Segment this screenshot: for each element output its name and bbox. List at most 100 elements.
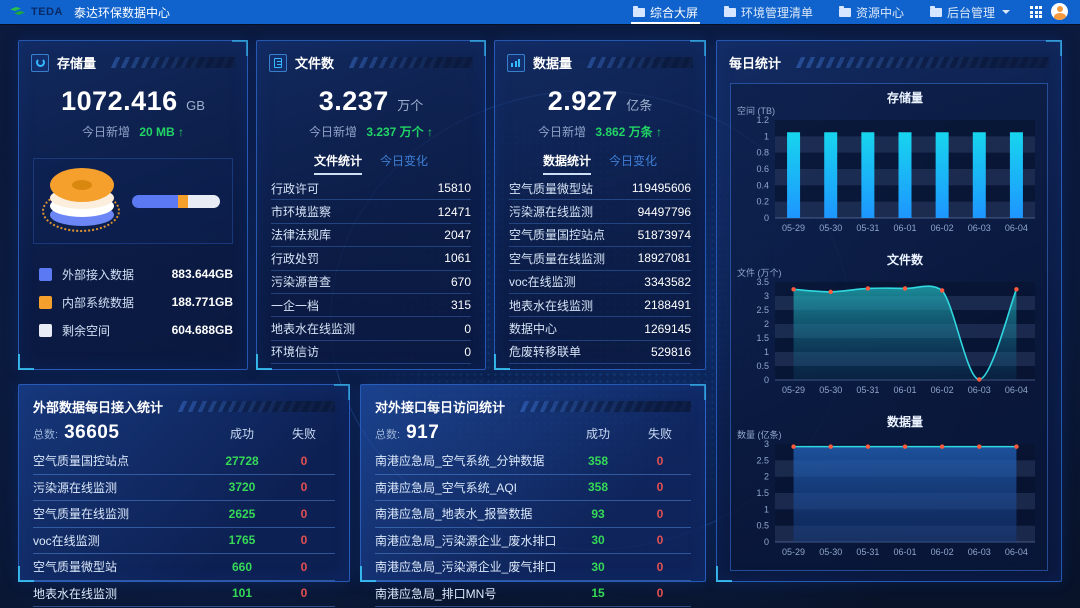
row-name: 数据中心 (509, 322, 558, 337)
nav-item-环境管理清单[interactable]: 环境管理清单 (723, 0, 813, 24)
svg-text:2: 2 (764, 472, 769, 482)
row-name: 空气质量微型站 (33, 560, 118, 575)
storage-card-title: 存储量 (57, 56, 97, 71)
svg-text:05-30: 05-30 (819, 385, 842, 395)
row-fail-value: 0 (300, 480, 308, 495)
row-value: 119495606 (631, 181, 691, 196)
svg-text:空间 (TB): 空间 (TB) (737, 105, 775, 116)
table-row: 数据中心 1269145 (509, 317, 691, 341)
title-stripes-decor (791, 57, 1049, 68)
storage-delta-label: 今日新增 (81, 125, 130, 139)
logo-text: TEDA (31, 6, 63, 18)
nav-item-资源中心[interactable]: 资源中心 (838, 0, 904, 24)
storage-card-header: 存储量 (19, 41, 247, 72)
svg-text:05-29: 05-29 (782, 223, 805, 233)
svg-text:06-03: 06-03 (968, 223, 991, 233)
svg-text:文件 (万个): 文件 (万个) (737, 267, 782, 278)
row-name: 空气质量国控站点 (33, 454, 130, 469)
svg-text:1.2: 1.2 (756, 115, 769, 125)
tab-今日变化[interactable]: 今日变化 (609, 154, 658, 168)
external-column-headers: 成功 失败 (211, 425, 335, 442)
daily-stats-panel: 每日统计 存储量 空间 (TB) 0 0.2 0.4 0.6 0.8 1 1.2 05-29 05-… (716, 40, 1062, 582)
storage-summary-card: 存储量 1072.416 GB 今日新增 20 MB ↑ 外部接入数据 883.6… (18, 40, 248, 370)
row-success-value: 3720 (228, 480, 256, 495)
row-fail-value: 0 (656, 506, 664, 521)
api-total-value: 917 (406, 422, 440, 443)
nav-item-label: 资源中心 (855, 5, 904, 20)
records-tabs: 数据统计 今日变化 (495, 152, 705, 175)
success-column-header: 成功 (229, 427, 254, 441)
table-row: 空气质量在线监测 2625 0 (33, 501, 335, 528)
user-avatar[interactable] (1051, 3, 1068, 20)
table-row: 空气质量在线监测 18927081 (509, 247, 691, 271)
row-name: 空气质量国控站点 (509, 228, 606, 243)
row-name: 环境信访 (271, 345, 320, 360)
up-arrow-icon: ↑ (656, 125, 663, 139)
tab-今日变化[interactable]: 今日变化 (380, 154, 429, 168)
success-column-header: 成功 (585, 427, 610, 441)
row-name: 南港应急局_地表水_报警数据 (375, 507, 533, 522)
records-stat-table: 空气质量微型站 119495606 污染源在线监测 94497796 空气质量国控站点 5… (509, 177, 691, 365)
row-success-value: 358 (587, 453, 609, 468)
svg-text:05-31: 05-31 (856, 385, 879, 395)
svg-text:数量 (亿条): 数量 (亿条) (737, 429, 782, 440)
row-name: 市环境监察 (271, 205, 332, 220)
daily-charts-box: 存储量 空间 (TB) 0 0.2 0.4 0.6 0.8 1 1.2 05-29 05-30 05-… (730, 83, 1048, 571)
row-name: 南港应急局_空气系统_分钟数据 (375, 454, 545, 469)
svg-text:06-02: 06-02 (931, 547, 954, 557)
svg-text:05-29: 05-29 (782, 547, 805, 557)
legend-value: 883.644GB (171, 267, 233, 281)
legend-item: 剩余空间 604.688GB (39, 316, 233, 344)
folder-icon (632, 5, 645, 17)
external-total-value: 36605 (64, 422, 120, 443)
tab-文件统计[interactable]: 文件统计 (313, 152, 362, 175)
row-name: 南港应急局_污染源企业_废水排口 (375, 533, 557, 548)
tab-数据统计[interactable]: 数据统计 (542, 152, 591, 175)
disk-usage-illustration (33, 158, 233, 244)
svg-text:0.2: 0.2 (756, 197, 769, 207)
storage-legend: 外部接入数据 883.644GB 内部系统数据 188.771GB 剩余空间 604.68… (39, 260, 233, 344)
svg-text:06-03: 06-03 (968, 547, 991, 557)
external-panel-header: 外部数据每日接入统计 (19, 385, 349, 416)
svg-text:1: 1 (764, 131, 769, 141)
records-value: 2.927 (547, 86, 618, 116)
records-delta-label: 今日新增 (537, 125, 586, 139)
row-name: 南港应急局_污染源企业_废气排口 (375, 560, 557, 575)
row-name: 污染源普查 (271, 275, 332, 290)
records-delta-row: 今日新增 3.862 万条 ↑ (495, 123, 705, 140)
total-label: 总数: (375, 429, 401, 441)
up-arrow-icon: ↑ (178, 125, 185, 139)
legend-label: 剩余空间 (62, 323, 111, 338)
folder-icon (929, 5, 942, 17)
external-panel-title: 外部数据每日接入统计 (33, 400, 164, 415)
nav-item-后台管理[interactable]: 后台管理 (929, 0, 1010, 24)
nav-item-综合大屏[interactable]: 综合大屏 (630, 0, 700, 24)
bar-chart-icon (507, 53, 525, 72)
legend-label: 内部系统数据 (62, 295, 135, 310)
apps-grid-icon[interactable] (1030, 6, 1042, 18)
svg-text:06-01: 06-01 (893, 223, 916, 233)
row-value: 0 (464, 344, 471, 359)
brand-logo: TEDA 泰达环保数据中心 (10, 4, 170, 21)
table-row: 南港应急局_污染源企业_废水排口 30 0 (375, 528, 691, 554)
usage-bar-segment (178, 194, 189, 208)
row-value: 1061 (444, 251, 471, 266)
storage-value-row: 1072.416 GB (19, 86, 247, 117)
fail-column-header: 失败 (291, 427, 316, 441)
records-unit: 亿条 (626, 98, 653, 113)
svg-text:1: 1 (764, 504, 769, 514)
row-name: 污染源在线监测 (509, 205, 594, 220)
row-name: 地表水在线监测 (509, 298, 594, 313)
row-success-value: 660 (231, 559, 253, 574)
external-rows: 空气质量国控站点 27728 0 污染源在线监测 3720 0 空气质量在线监测 2625 0 v… (33, 448, 335, 607)
table-row: 一企一档 315 (271, 294, 471, 318)
svg-text:0: 0 (764, 537, 769, 547)
svg-text:1.5: 1.5 (756, 333, 769, 343)
row-name: 法律法规库 (271, 228, 332, 243)
table-row: 污染源普查 670 (271, 271, 471, 294)
records-delta-value: 3.862 万条 (595, 125, 653, 139)
legend-value: 604.688GB (171, 323, 233, 337)
files-card-header: 文件数 (257, 41, 485, 72)
